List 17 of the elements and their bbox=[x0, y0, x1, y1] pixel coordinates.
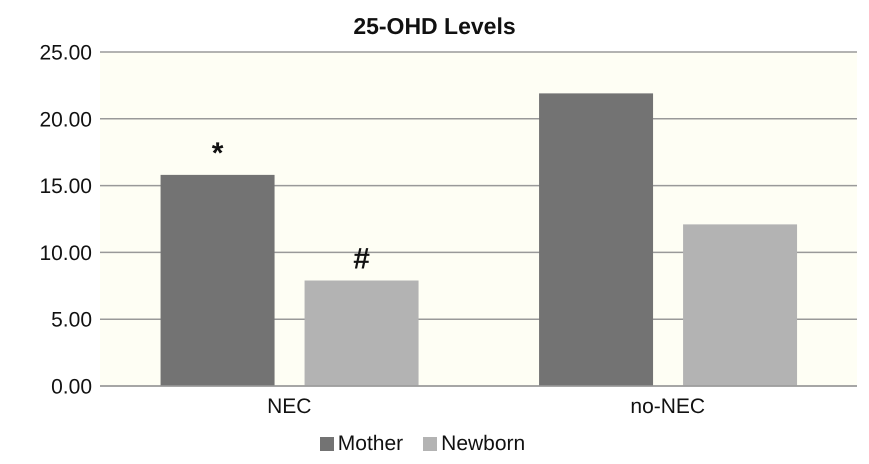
bar bbox=[683, 224, 798, 386]
y-tick-label: 15.00 bbox=[39, 175, 92, 198]
bar bbox=[304, 280, 419, 386]
x-tick-label: no-NEC bbox=[630, 394, 706, 418]
x-tick-label: NEC bbox=[267, 394, 312, 418]
data-label: # bbox=[353, 242, 370, 276]
bar bbox=[539, 93, 654, 386]
y-tick-label: 0.00 bbox=[51, 375, 92, 398]
legend-label: Newborn bbox=[441, 432, 526, 455]
y-tick-label: 25.00 bbox=[39, 41, 92, 64]
bar bbox=[160, 174, 275, 386]
legend-label: Mother bbox=[338, 432, 404, 455]
y-tick-label: 20.00 bbox=[39, 108, 92, 132]
y-tick-label: 5.00 bbox=[51, 308, 92, 332]
data-label: * bbox=[212, 136, 224, 170]
chart-title: 25-OHD Levels bbox=[353, 13, 516, 39]
y-tick-label: 10.00 bbox=[39, 242, 92, 265]
